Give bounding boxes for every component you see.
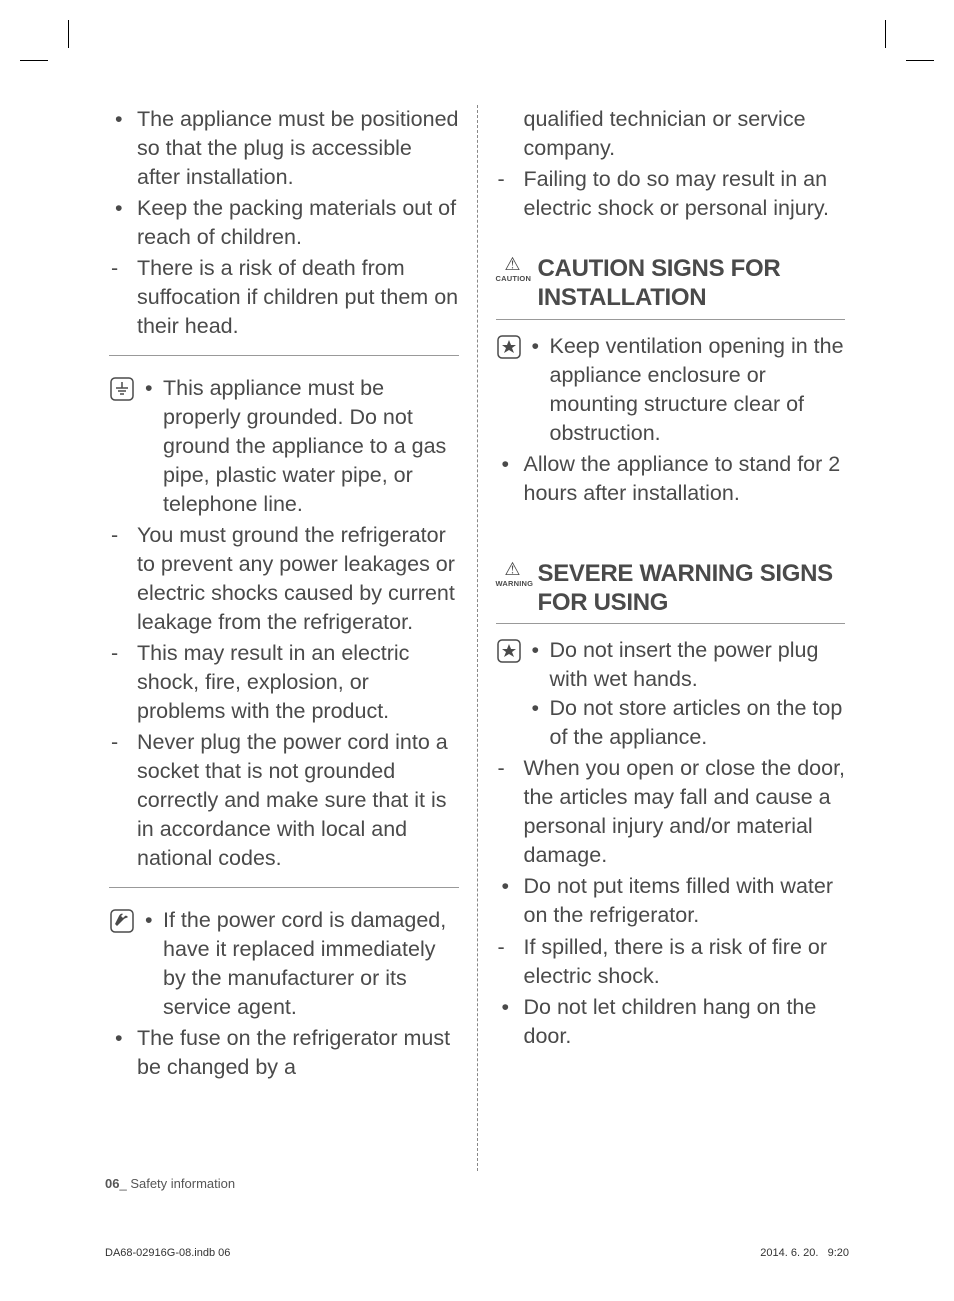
- bullet-marker: •: [145, 374, 163, 519]
- body-text: Keep the packing materials out of reach …: [137, 194, 459, 252]
- print-time: 9:20: [828, 1247, 849, 1259]
- dash-marker: -: [109, 728, 137, 873]
- list-item: - Failing to do so may result in an elec…: [496, 165, 846, 223]
- body-text: When you open or close the door, the art…: [524, 754, 846, 870]
- list-item: • Do not store articles on the top of th…: [532, 694, 846, 752]
- divider: [496, 623, 846, 624]
- print-footer: DA68-02916G-08.indb 06 2014. 6. 20. 9:20: [105, 1247, 849, 1259]
- dash-marker: -: [496, 754, 524, 870]
- body-text: Do not put items filled with water on th…: [524, 872, 846, 930]
- print-date: 2014. 6. 20.: [760, 1247, 818, 1259]
- list-item: • Keep the packing materials out of reac…: [109, 194, 459, 252]
- icon-section: • Keep ventilation opening in the applia…: [496, 332, 846, 448]
- icon-section: • Do not insert the power plug with wet …: [496, 636, 846, 752]
- bullet-marker: •: [532, 694, 550, 752]
- list-item: - If spilled, there is a risk of fire or…: [496, 933, 846, 991]
- divider: [496, 319, 846, 320]
- dash-marker: -: [109, 639, 137, 726]
- right-column: qualified technician or service company.…: [478, 105, 850, 1171]
- heading-text: CAUTION SIGNS FOR INSTALLATION: [538, 255, 846, 313]
- bullet-marker: •: [496, 993, 524, 1051]
- left-column: • The appliance must be positioned so th…: [105, 105, 478, 1171]
- warning-icon: ⚠ WARNING: [496, 560, 530, 588]
- body-text: There is a risk of death from suffocatio…: [137, 254, 459, 341]
- crop-mark: [885, 20, 886, 48]
- section-heading: ⚠ WARNING SEVERE WARNING SIGNS FOR USING: [496, 560, 846, 618]
- wrench-icon: [109, 906, 145, 1022]
- star-icon: [496, 332, 532, 448]
- page-content: • The appliance must be positioned so th…: [105, 105, 849, 1171]
- dash-marker: -: [496, 165, 524, 223]
- ground-icon: [109, 374, 145, 519]
- body-text: If the power cord is damaged, have it re…: [163, 906, 459, 1022]
- list-item: - There is a risk of death from suffocat…: [109, 254, 459, 341]
- list-item: • Do not put items filled with water on …: [496, 872, 846, 930]
- footer-separator: _: [119, 1176, 126, 1191]
- list-item: • Keep ventilation opening in the applia…: [532, 332, 846, 448]
- bullet-marker: •: [145, 906, 163, 1022]
- body-text: This may result in an electric shock, fi…: [137, 639, 459, 726]
- list-item: - When you open or close the door, the a…: [496, 754, 846, 870]
- body-text: Never plug the power cord into a socket …: [137, 728, 459, 873]
- divider: [109, 887, 459, 888]
- icon-section: • If the power cord is damaged, have it …: [109, 906, 459, 1022]
- body-text: Allow the appliance to stand for 2 hours…: [524, 450, 846, 508]
- list-item: • If the power cord is damaged, have it …: [145, 906, 459, 1022]
- list-item: • This appliance must be properly ground…: [145, 374, 459, 519]
- dash-marker: -: [496, 933, 524, 991]
- crop-mark: [68, 20, 69, 48]
- body-text: The appliance must be positioned so that…: [137, 105, 459, 192]
- footer-section: Safety information: [127, 1176, 235, 1191]
- list-item: • Do not insert the power plug with wet …: [532, 636, 846, 694]
- crop-mark: [20, 60, 48, 61]
- bullet-marker: •: [532, 636, 550, 694]
- star-icon: [496, 636, 532, 752]
- body-text: You must ground the refrigerator to prev…: [137, 521, 459, 637]
- print-filename: DA68-02916G-08.indb 06: [105, 1247, 230, 1259]
- list-item: • The fuse on the refrigerator must be c…: [109, 1024, 459, 1082]
- bullet-marker: •: [532, 332, 550, 448]
- dash-marker: -: [109, 254, 137, 341]
- body-text: Keep ventilation opening in the applianc…: [550, 332, 846, 448]
- indent-spacer: [496, 105, 524, 163]
- body-text: This appliance must be properly grounded…: [163, 374, 459, 519]
- list-item: • Allow the appliance to stand for 2 hou…: [496, 450, 846, 508]
- body-text: Do not store articles on the top of the …: [550, 694, 846, 752]
- bullet-marker: •: [496, 872, 524, 930]
- body-text: Do not insert the power plug with wet ha…: [550, 636, 846, 694]
- body-text: Failing to do so may result in an electr…: [524, 165, 846, 223]
- body-text: The fuse on the refrigerator must be cha…: [137, 1024, 459, 1082]
- heading-text: SEVERE WARNING SIGNS FOR USING: [538, 560, 846, 618]
- caution-icon: ⚠ CAUTION: [496, 255, 530, 283]
- icon-section: • This appliance must be properly ground…: [109, 374, 459, 519]
- dash-marker: -: [109, 521, 137, 637]
- crop-mark: [906, 60, 934, 61]
- bullet-marker: •: [496, 450, 524, 508]
- bullet-marker: •: [109, 1024, 137, 1082]
- body-text: qualified technician or service company.: [524, 105, 846, 163]
- list-item: - Never plug the power cord into a socke…: [109, 728, 459, 873]
- bullet-marker: •: [109, 194, 137, 252]
- body-text: Do not let children hang on the door.: [524, 993, 846, 1051]
- bullet-marker: •: [109, 105, 137, 192]
- list-item: qualified technician or service company.: [496, 105, 846, 163]
- list-item: • Do not let children hang on the door.: [496, 993, 846, 1051]
- list-item: • The appliance must be positioned so th…: [109, 105, 459, 192]
- divider: [109, 355, 459, 356]
- section-heading: ⚠ CAUTION CAUTION SIGNS FOR INSTALLATION: [496, 255, 846, 313]
- list-item: - This may result in an electric shock, …: [109, 639, 459, 726]
- list-item: - You must ground the refrigerator to pr…: [109, 521, 459, 637]
- page-footer: 06_ Safety information: [105, 1176, 235, 1191]
- page-number: 06: [105, 1176, 119, 1191]
- body-text: If spilled, there is a risk of fire or e…: [524, 933, 846, 991]
